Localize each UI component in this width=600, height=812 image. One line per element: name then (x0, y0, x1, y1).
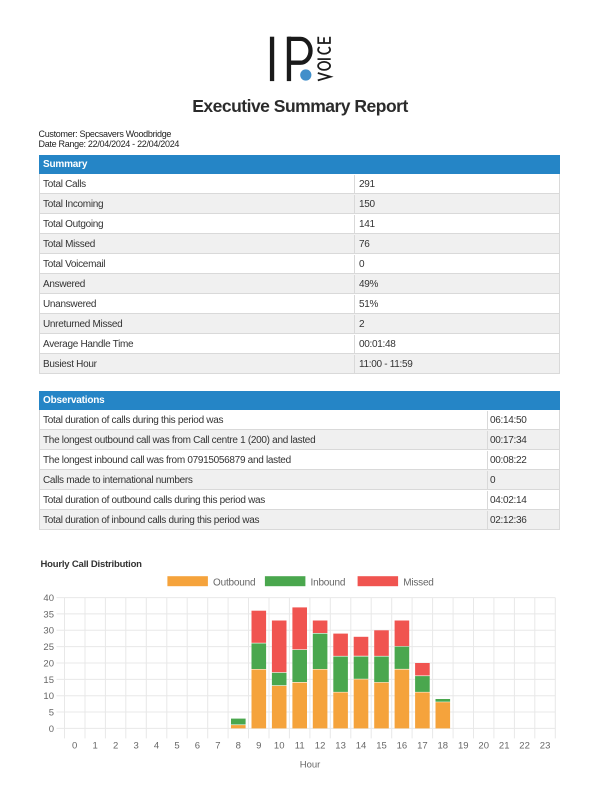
svg-text:0: 0 (49, 724, 54, 735)
svg-text:23: 23 (540, 741, 551, 752)
svg-text:Outbound: Outbound (213, 577, 255, 588)
svg-text:15: 15 (376, 741, 387, 752)
svg-text:11: 11 (295, 741, 305, 752)
svg-text:10: 10 (274, 741, 285, 752)
svg-text:30: 30 (43, 626, 54, 637)
svg-text:5: 5 (49, 707, 54, 718)
svg-text:10: 10 (43, 691, 54, 702)
svg-text:6: 6 (195, 741, 200, 752)
svg-text:3: 3 (133, 741, 138, 752)
svg-text:13: 13 (335, 741, 346, 752)
svg-text:17: 17 (417, 741, 428, 752)
svg-text:35: 35 (43, 609, 54, 620)
svg-text:14: 14 (356, 741, 367, 752)
svg-text:9: 9 (256, 741, 261, 752)
svg-text:15: 15 (43, 675, 54, 686)
svg-text:21: 21 (499, 741, 510, 752)
svg-text:Inbound: Inbound (311, 577, 346, 588)
svg-text:18: 18 (438, 741, 449, 752)
svg-text:7: 7 (215, 741, 220, 752)
svg-text:4: 4 (154, 741, 159, 752)
svg-text:20: 20 (43, 658, 54, 669)
svg-text:8: 8 (236, 741, 241, 752)
svg-text:Missed: Missed (403, 577, 433, 588)
svg-text:2: 2 (113, 741, 118, 752)
svg-text:1: 1 (93, 741, 98, 752)
svg-text:16: 16 (397, 741, 408, 752)
svg-text:40: 40 (43, 593, 54, 604)
svg-text:25: 25 (43, 642, 54, 653)
svg-text:Hour: Hour (300, 760, 321, 771)
svg-text:5: 5 (174, 741, 179, 752)
svg-text:20: 20 (478, 741, 489, 752)
svg-text:12: 12 (315, 741, 326, 752)
svg-text:22: 22 (519, 741, 530, 752)
svg-text:0: 0 (72, 741, 77, 752)
svg-text:19: 19 (458, 741, 469, 752)
